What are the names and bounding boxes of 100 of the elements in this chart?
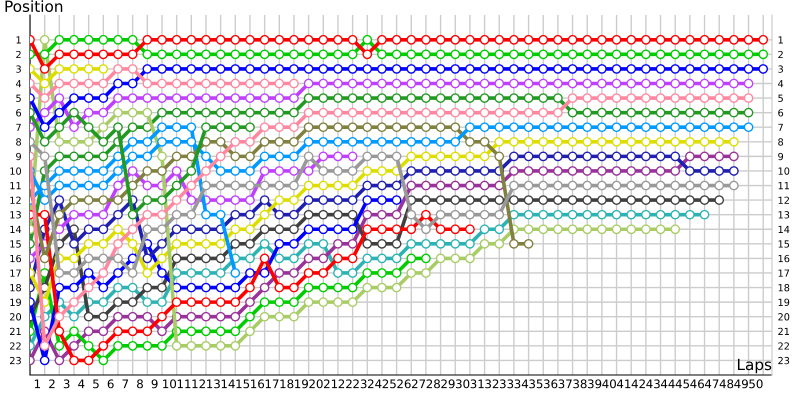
point xyxy=(304,195,314,205)
point xyxy=(230,282,240,292)
point xyxy=(465,210,475,220)
point xyxy=(172,108,182,118)
point xyxy=(597,64,607,74)
point xyxy=(480,152,490,162)
point xyxy=(524,166,534,176)
point xyxy=(113,282,123,292)
x-tick-label: 39 xyxy=(588,379,602,388)
point xyxy=(714,108,724,118)
x-axis-title: Laps xyxy=(738,358,772,374)
point xyxy=(450,224,460,234)
point xyxy=(40,108,50,118)
point xyxy=(480,166,490,176)
point xyxy=(274,268,284,278)
y2-tick-label: 4 xyxy=(778,80,784,88)
point xyxy=(216,64,226,74)
point xyxy=(348,152,358,162)
point xyxy=(729,64,739,74)
point xyxy=(392,210,402,220)
point xyxy=(480,195,490,205)
point xyxy=(216,268,226,278)
point xyxy=(758,49,768,60)
point xyxy=(480,64,490,74)
point xyxy=(142,34,152,45)
point xyxy=(538,136,548,147)
point xyxy=(524,78,534,88)
point xyxy=(128,224,138,234)
y-tick-label: 14 xyxy=(10,226,22,233)
point xyxy=(54,122,64,132)
point xyxy=(69,136,79,147)
point xyxy=(289,108,299,118)
point xyxy=(69,93,79,103)
point xyxy=(494,108,504,118)
y-tick-label: 19 xyxy=(10,298,21,306)
point xyxy=(69,210,79,220)
point xyxy=(245,326,255,336)
point xyxy=(304,254,314,264)
y-tick-label: 17 xyxy=(10,270,21,277)
point xyxy=(568,195,578,205)
x-tick-label: 30 xyxy=(456,379,470,388)
point xyxy=(582,93,592,103)
point xyxy=(245,108,255,118)
point xyxy=(450,93,460,103)
point xyxy=(480,180,490,190)
point xyxy=(465,108,475,118)
point xyxy=(465,166,475,176)
point xyxy=(568,210,578,220)
point xyxy=(348,282,358,292)
point xyxy=(641,34,651,45)
point xyxy=(157,195,167,205)
point xyxy=(230,136,240,147)
point xyxy=(333,136,343,147)
point xyxy=(186,254,196,264)
point xyxy=(318,238,328,249)
y-axis-title: Position xyxy=(6,0,62,12)
point xyxy=(436,122,446,132)
point xyxy=(494,93,504,103)
point xyxy=(260,312,270,322)
point xyxy=(40,195,50,205)
point xyxy=(172,64,182,74)
point xyxy=(714,34,724,45)
point xyxy=(480,93,490,103)
point xyxy=(568,122,578,132)
x-tick-label: 33 xyxy=(500,379,514,388)
point xyxy=(656,195,666,205)
point xyxy=(480,122,490,132)
point xyxy=(450,136,460,147)
point xyxy=(98,268,108,278)
point xyxy=(656,49,666,60)
point xyxy=(450,49,460,60)
point xyxy=(304,268,314,278)
point xyxy=(597,152,607,162)
point xyxy=(362,93,372,103)
point xyxy=(582,78,592,88)
point xyxy=(230,49,240,60)
x-tick-label: 9 xyxy=(152,379,158,388)
point xyxy=(421,108,431,118)
y2-tick-label: 6 xyxy=(778,109,784,116)
point xyxy=(406,152,416,162)
point xyxy=(304,136,314,147)
point xyxy=(377,254,387,264)
point xyxy=(230,152,240,162)
point xyxy=(421,122,431,132)
y-tick-label: 15 xyxy=(10,240,21,248)
point xyxy=(98,93,108,103)
point xyxy=(304,166,314,176)
point xyxy=(392,93,402,103)
point xyxy=(494,64,504,74)
y2-tick-label: 23 xyxy=(778,356,790,364)
y2-tick-label: 11 xyxy=(778,182,790,190)
point xyxy=(230,64,240,74)
point xyxy=(98,108,108,118)
point xyxy=(729,122,739,132)
point xyxy=(626,34,636,45)
point xyxy=(568,49,578,60)
point xyxy=(626,136,636,147)
point xyxy=(553,166,563,176)
point xyxy=(274,108,284,118)
point xyxy=(142,297,152,307)
